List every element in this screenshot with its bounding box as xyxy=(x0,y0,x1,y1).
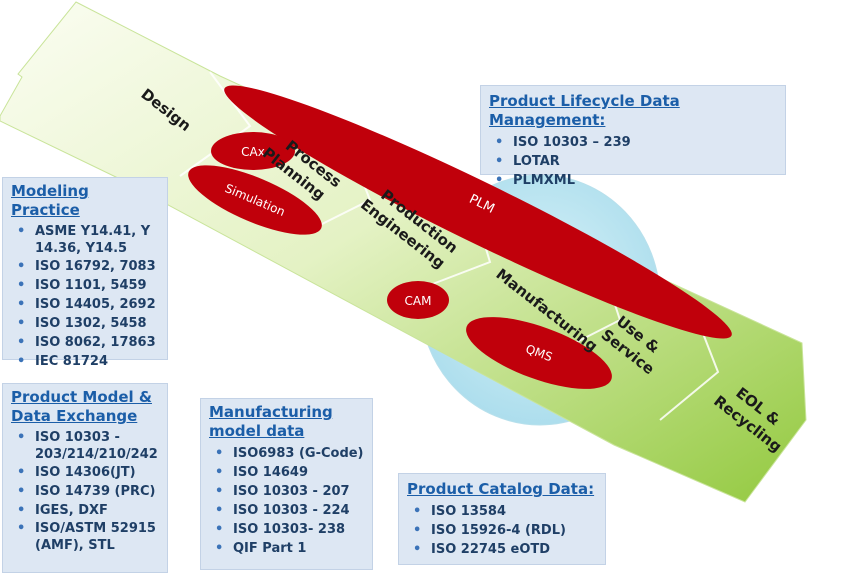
manufacturing-model-box: Manufacturing model data ISO6983 (G-Code… xyxy=(200,398,373,570)
list-item: ISO 14649 xyxy=(209,463,364,482)
list-item: ISO 10303 - 224 xyxy=(209,501,364,520)
plm-ellipse: PLM xyxy=(224,85,732,339)
list-item: ISO 14405, 2692 xyxy=(11,295,159,314)
list-item: ISO 15926-4 (RDL) xyxy=(407,521,597,540)
modeling-box-list: ASME Y14.41, Y 14.36, Y14.5 ISO 16792, 7… xyxy=(11,223,159,371)
list-item: ISO 1302, 5458 xyxy=(11,314,159,333)
list-item: ASME Y14.41, Y 14.36, Y14.5 xyxy=(11,223,159,257)
list-item: ISO 13584 xyxy=(407,502,597,521)
list-item: ISO 16792, 7083 xyxy=(11,257,159,276)
list-item: ISO 22745 eOTD xyxy=(407,540,597,559)
qms-ellipse: QMS xyxy=(466,317,612,389)
list-item: ISO 8062, 17863 xyxy=(11,333,159,352)
modeling-practice-box: Modeling Practice ASME Y14.41, Y 14.36, … xyxy=(2,177,168,371)
cam-ellipse: CAM xyxy=(387,281,449,319)
list-item: ISO 10303 - 207 xyxy=(209,482,364,501)
product-model-box-title: Product Model & Data Exchange xyxy=(11,388,152,425)
list-item: LOTAR xyxy=(489,152,777,171)
catalog-box-list: ISO 13584 ISO 15926-4 (RDL) ISO 22745 eO… xyxy=(407,502,597,559)
list-item: ISO 14306(JT) xyxy=(11,463,159,482)
product-catalog-box: Product Catalog Data: ISO 13584 ISO 1592… xyxy=(398,473,606,565)
product-model-box-list: ISO 10303 - 203/214/210/242 ISO 14306(JT… xyxy=(11,429,159,554)
list-item: ISO 1101, 5459 xyxy=(11,276,159,295)
list-item: ISO/ASTM 52915 (AMF), STL xyxy=(11,520,159,554)
list-item: ISO 10303- 238 xyxy=(209,520,364,539)
list-item: IEC 81724 xyxy=(11,352,159,371)
list-item: ISO6983 (G-Code) xyxy=(209,444,364,463)
cam-label: CAM xyxy=(405,294,432,308)
manufacturing-box-title: Manufacturing model data xyxy=(209,403,333,440)
list-item: PLMXML xyxy=(489,171,777,190)
list-item: IGES, DXF xyxy=(11,501,159,520)
plm-standards-box: Product Lifecycle Data Management: ISO 1… xyxy=(480,85,786,190)
list-item: ISO 10303 – 239 xyxy=(489,133,777,152)
product-model-box: Product Model & Data Exchange ISO 10303 … xyxy=(2,383,168,573)
cax-label: CAx xyxy=(241,145,265,159)
plm-box-list: ISO 10303 – 239 LOTAR PLMXML xyxy=(489,133,777,190)
plm-box-title: Product Lifecycle Data Management: xyxy=(489,92,680,129)
simulation-ellipse: Simulation xyxy=(188,165,322,235)
cax-ellipse: CAx xyxy=(211,132,295,170)
catalog-box-title: Product Catalog Data: xyxy=(407,480,595,498)
modeling-box-title: Modeling Practice xyxy=(11,182,89,219)
list-item: QIF Part 1 xyxy=(209,539,364,558)
list-item: ISO 14739 (PRC) xyxy=(11,482,159,501)
manufacturing-box-list: ISO6983 (G-Code) ISO 14649 ISO 10303 - 2… xyxy=(209,444,364,558)
list-item: ISO 10303 - 203/214/210/242 xyxy=(11,429,159,463)
